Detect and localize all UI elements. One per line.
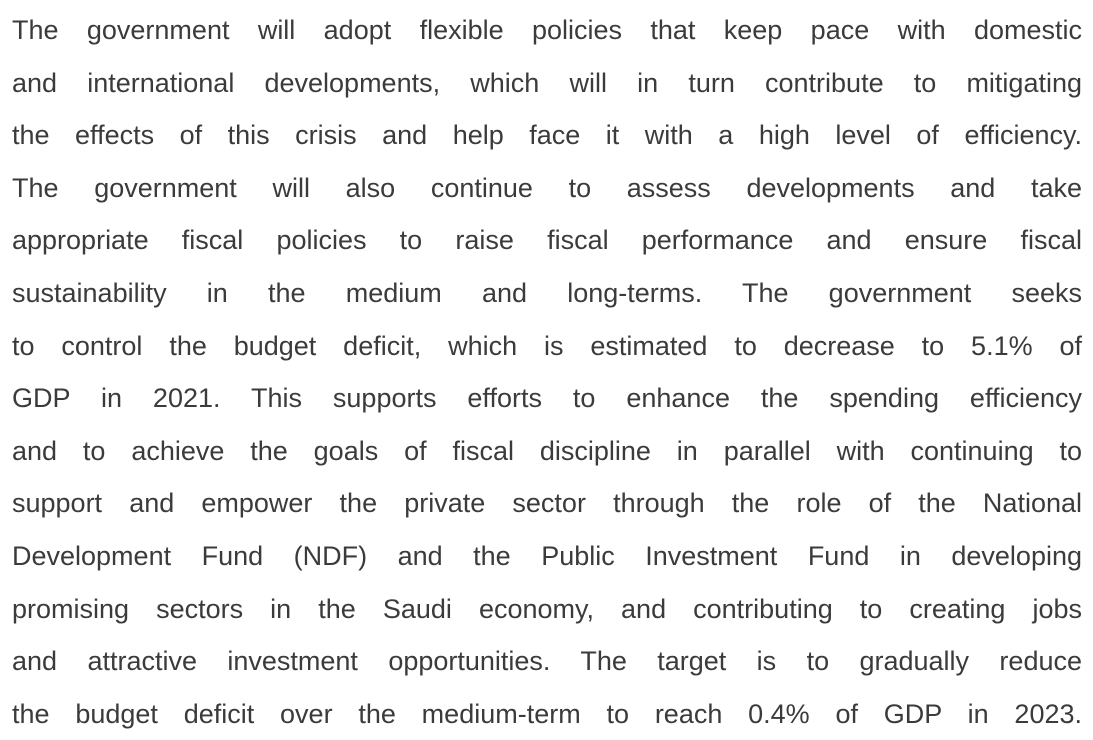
- text-line: sustainability in the medium and long-te…: [12, 277, 1082, 308]
- text-line: and international developments, which wi…: [12, 67, 1082, 98]
- text-line: Development Fund (NDF) and the Public In…: [12, 540, 1082, 571]
- text-line: GDP in 2021. This supports efforts to en…: [12, 383, 1082, 414]
- paragraph: The government will adopt flexible polic…: [12, 4, 1082, 740]
- text-line: The government will adopt flexible polic…: [12, 15, 1082, 45]
- text-line: to control the budget deficit, which is …: [12, 330, 1082, 361]
- text-line: the budget deficit over the medium-term …: [12, 698, 1082, 729]
- text-line: and to achieve the goals of fiscal disci…: [12, 435, 1082, 466]
- text-line: support and empower the private sector t…: [12, 488, 1082, 519]
- text-line: promising sectors in the Saudi economy, …: [12, 593, 1082, 624]
- text-line: and attractive investment opportunities.…: [12, 646, 1082, 677]
- text-line: the effects of this crisis and help face…: [12, 120, 1082, 151]
- text-line: The government will also continue to ass…: [12, 172, 1082, 203]
- text-line: appropriate fiscal policies to raise fis…: [12, 225, 1082, 256]
